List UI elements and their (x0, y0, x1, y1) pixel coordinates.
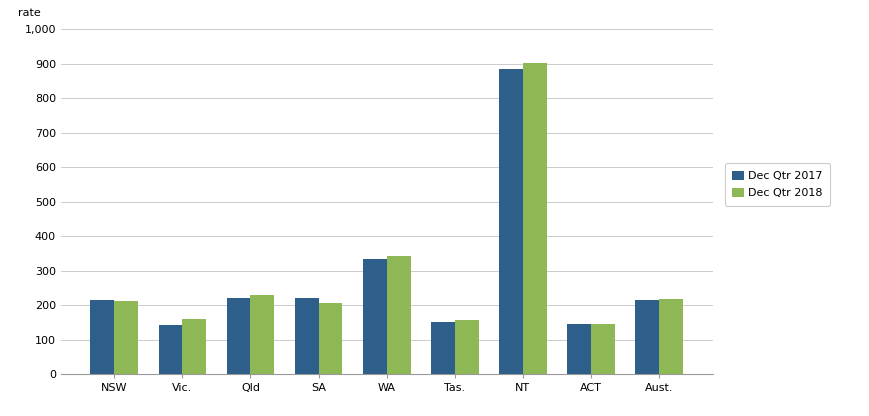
Bar (635, 300, 659, 374)
Legend: Dec Qtr 2017, Dec Qtr 2018: Dec Qtr 2017, Dec Qtr 2018 (725, 163, 830, 206)
Bar (659, 299, 683, 374)
Bar (567, 324, 591, 374)
Bar (250, 295, 275, 374)
Bar (227, 298, 250, 374)
Bar (454, 320, 479, 374)
Bar (387, 256, 410, 374)
Bar (158, 325, 182, 374)
Bar (295, 298, 319, 374)
Bar (431, 322, 454, 374)
Bar (499, 69, 523, 374)
Bar (182, 319, 206, 374)
Bar (591, 324, 615, 374)
Bar (363, 259, 387, 374)
Bar (523, 63, 547, 374)
Bar (319, 303, 342, 374)
Text: rate: rate (18, 8, 41, 18)
Bar (90, 300, 115, 374)
Bar (115, 301, 138, 374)
